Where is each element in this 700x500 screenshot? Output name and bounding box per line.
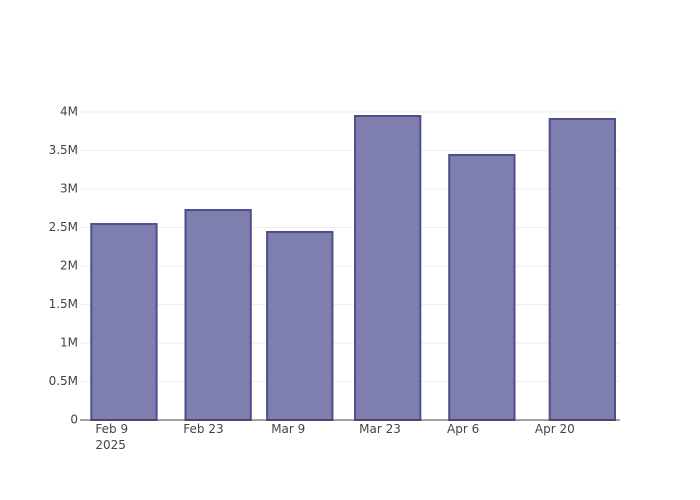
bar xyxy=(354,115,422,421)
y-tick-label: 0.5M xyxy=(49,374,78,388)
bar xyxy=(448,153,516,421)
x-tick-label: Feb 23 xyxy=(183,422,224,436)
y-tick-label: 2M xyxy=(60,259,78,273)
x-tick-label: Feb 9 2025 xyxy=(95,422,129,452)
y-tick-label: 0 xyxy=(70,413,78,427)
x-tick-label: Apr 20 xyxy=(534,422,575,436)
y-tick-label: 1.5M xyxy=(49,297,78,311)
x-tick-label: Mar 9 xyxy=(271,422,306,436)
y-tick-label: 2.5M xyxy=(49,220,78,234)
y-tick-label: 3M xyxy=(60,182,78,196)
y-tick-label: 3.5M xyxy=(49,143,78,157)
y-tick-label: 1M xyxy=(60,336,78,350)
bar xyxy=(184,209,252,421)
bar xyxy=(90,223,158,421)
y-tick-label: 4M xyxy=(60,105,78,119)
x-tick-label: Apr 6 xyxy=(447,422,480,436)
bar xyxy=(548,118,616,422)
x-tick-label: Mar 23 xyxy=(359,422,401,436)
bar xyxy=(266,230,334,421)
